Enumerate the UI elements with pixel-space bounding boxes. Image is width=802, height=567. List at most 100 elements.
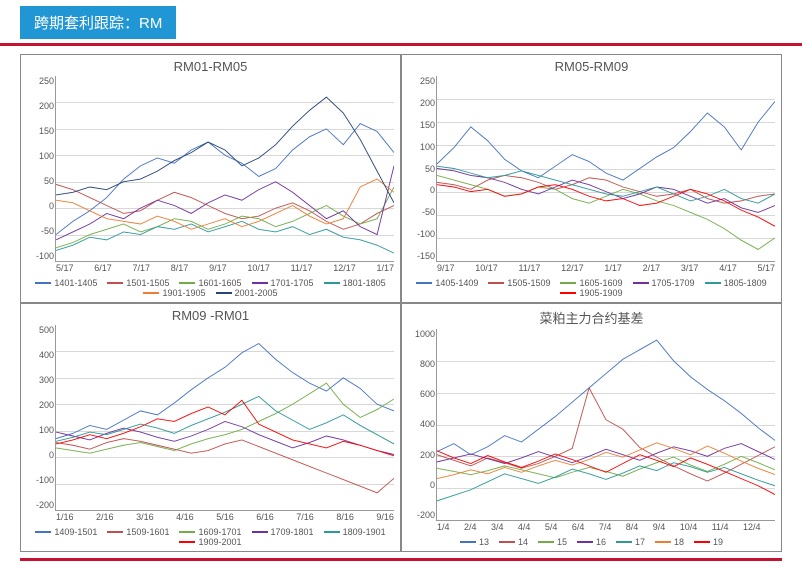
legend-item: 2001-2005 [216,288,278,298]
legend-swatch [179,541,195,543]
legend-label: 1905-1909 [579,288,622,298]
legend-label: 1501-1505 [126,278,169,288]
legend-swatch [460,541,476,543]
legend-swatch [324,282,340,284]
x-axis-labels: 1/42/43/44/45/46/47/48/49/410/411/412/4 [437,522,775,534]
legend-swatch [633,282,649,284]
series-lines [56,76,394,261]
legend-label: 13 [479,537,489,547]
footer-accent [20,558,782,561]
y-axis-labels: 250200150100500-50-100 [28,76,54,261]
legend-item: 19 [694,537,723,547]
plot-area: 10008006004002000-2001/42/43/44/45/46/47… [436,329,775,521]
legend-item: 18 [655,537,684,547]
legend-label: 1405-1409 [435,278,478,288]
legend-swatch [655,541,671,543]
legend-swatch [35,531,51,533]
legend-item: 1805-1809 [705,278,767,288]
legend-swatch [560,282,576,284]
page-title: 跨期套利跟踪：RM [20,6,176,39]
legend-item: 1909-2001 [179,537,241,547]
y-axis-labels: 250200150100500-50-100-150 [409,76,435,261]
series-lines [437,76,775,261]
y-axis-labels: 10008006004002000-200 [409,329,435,520]
legend-label: 17 [635,537,645,547]
legend-item: 16 [577,537,606,547]
legend: 1409-1501 1509-1601 1609-1701 1709-1801 1809… [27,525,394,549]
legend-item: 1905-1909 [560,288,622,298]
chart-rm05-rm09: RM05-RM09 250200150100500-50-100-1509/171… [401,54,782,303]
x-axis-labels: 1/162/163/164/165/166/167/168/169/16 [56,512,394,524]
plot-area: 5004003002001000-100-2001/162/163/164/16… [55,325,394,511]
legend-swatch [324,531,340,533]
chart-title: RM01-RM05 [27,59,394,74]
legend-swatch [488,282,504,284]
legend-label: 1705-1709 [652,278,695,288]
legend-item: 1801-1805 [324,278,386,288]
legend-swatch [616,541,632,543]
plot-area: 250200150100500-50-100-1509/1710/1711/17… [436,76,775,262]
legend: 1405-1409 1505-1509 1605-1609 1705-1709 1805… [408,276,775,300]
x-axis-labels: 5/176/177/178/179/1710/1711/1712/171/17 [56,263,394,275]
legend-label: 1609-1701 [198,527,241,537]
header-bar: 跨期套利跟踪：RM [0,0,802,46]
legend-item: 1609-1701 [179,527,241,537]
legend-label: 14 [518,537,528,547]
legend-label: 15 [557,537,567,547]
legend: 1401-1405 1501-1505 1601-1605 1701-1705 1801… [27,276,394,300]
legend-label: 1801-1805 [343,278,386,288]
chart-title: RM09 -RM01 [27,308,394,323]
plot-area: 250200150100500-50-1005/176/177/178/179/… [55,76,394,262]
legend-swatch [416,282,432,284]
legend-item: 1605-1609 [560,278,622,288]
legend-item: 1505-1509 [488,278,550,288]
legend-swatch [143,292,159,294]
legend-swatch [705,282,721,284]
legend-swatch [694,541,710,543]
x-axis-labels: 9/1710/1711/1712/171/172/173/174/175/17 [437,263,775,275]
chart-title: RM05-RM09 [408,59,775,74]
legend-label: 1909-2001 [198,537,241,547]
legend-swatch [577,541,593,543]
legend-item: 1409-1501 [35,527,97,537]
legend-item: 1709-1801 [252,527,314,537]
legend-item: 14 [499,537,528,547]
legend-swatch [252,282,268,284]
legend-label: 1509-1601 [126,527,169,537]
legend-item: 13 [460,537,489,547]
chart-title: 菜粕主力合约基差 [408,308,775,327]
legend-label: 18 [674,537,684,547]
legend-swatch [216,292,232,294]
legend-item: 1401-1405 [35,278,97,288]
legend-label: 19 [713,537,723,547]
legend-item: 1809-1901 [324,527,386,537]
legend-swatch [179,531,195,533]
y-axis-labels: 5004003002001000-100-200 [28,325,54,510]
legend-swatch [179,282,195,284]
legend-label: 1709-1801 [271,527,314,537]
legend-label: 1805-1809 [724,278,767,288]
legend-label: 16 [596,537,606,547]
chart-rm09-rm01: RM09 -RM01 5004003002001000-100-2001/162/… [20,303,401,552]
legend-item: 1509-1601 [107,527,169,537]
legend-label: 1409-1501 [54,527,97,537]
charts-grid: RM01-RM05 250200150100500-50-1005/176/177… [0,46,802,552]
legend-item: 1705-1709 [633,278,695,288]
chart-rm01-rm05: RM01-RM05 250200150100500-50-1005/176/177… [20,54,401,303]
legend-item: 1701-1705 [252,278,314,288]
legend-label: 1505-1509 [507,278,550,288]
chart-basis: 菜粕主力合约基差 10008006004002000-2001/42/43/44/… [401,303,782,552]
legend-swatch [538,541,554,543]
legend-swatch [107,531,123,533]
legend-label: 1701-1705 [271,278,314,288]
legend-swatch [560,292,576,294]
legend-label: 1401-1405 [54,278,97,288]
legend-label: 1901-1905 [162,288,205,298]
series-lines [437,329,775,520]
legend-swatch [107,282,123,284]
legend-item: 1601-1605 [179,278,241,288]
legend-item: 1901-1905 [143,288,205,298]
legend-label: 2001-2005 [235,288,278,298]
legend-swatch [252,531,268,533]
legend-label: 1809-1901 [343,527,386,537]
